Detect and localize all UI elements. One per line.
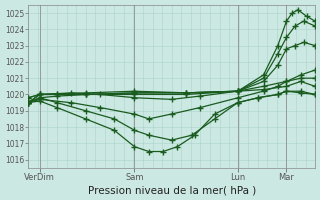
X-axis label: Pression niveau de la mer( hPa ): Pression niveau de la mer( hPa ) [88,185,256,195]
